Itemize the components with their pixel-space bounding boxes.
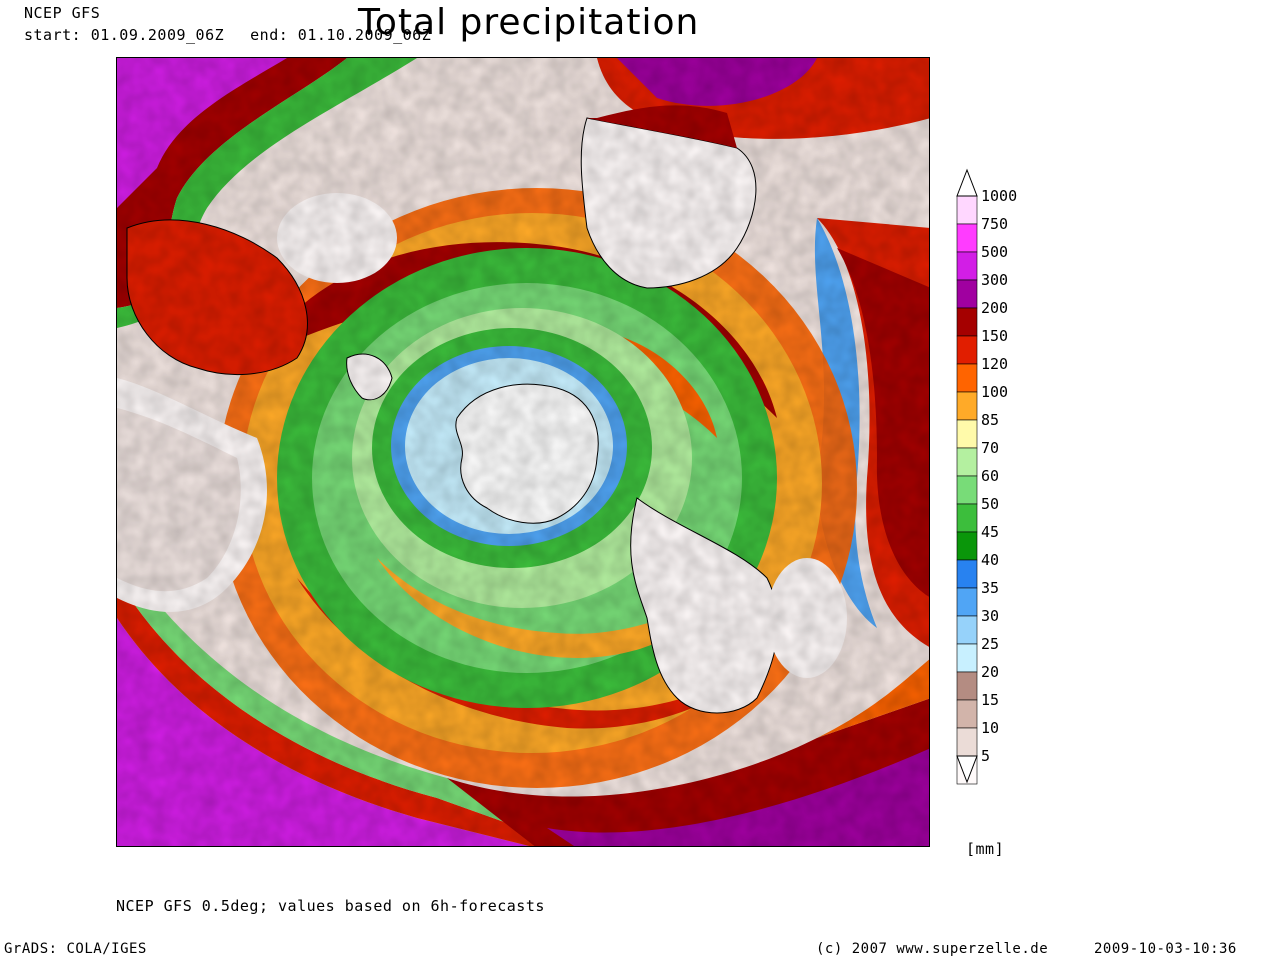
legend-label: 85	[981, 411, 1000, 429]
legend-label: 200	[981, 299, 1009, 317]
legend-swatch-18	[956, 699, 978, 729]
legend-label: 150	[981, 327, 1009, 345]
legend-label: 30	[981, 607, 1000, 625]
legend-label: 10	[981, 719, 1000, 737]
map-title: Total precipitation	[358, 2, 700, 43]
legend-label: 70	[981, 439, 1000, 457]
legend-swatch-10	[956, 475, 978, 505]
legend-swatch-12	[956, 531, 978, 561]
legend-colorbar	[956, 168, 978, 785]
timestamp: 2009-10-03-10:36	[1094, 941, 1237, 957]
legend-swatch-5	[956, 335, 978, 365]
legend-swatch-16	[956, 643, 978, 673]
legend-label: 300	[981, 271, 1009, 289]
legend-swatch-8	[956, 419, 978, 449]
legend-label: 100	[981, 383, 1009, 401]
legend-swatch-17	[956, 671, 978, 701]
legend-swatch-11	[956, 503, 978, 533]
legend-swatch-14	[956, 587, 978, 617]
legend-label: 1000	[981, 187, 1018, 205]
legend-bottom-arrow	[956, 755, 978, 784]
legend-swatch-4	[956, 307, 978, 337]
legend-swatch-13	[956, 559, 978, 589]
legend-label: 25	[981, 635, 1000, 653]
unit-label: [mm]	[966, 840, 1005, 858]
legend-swatch-7	[956, 391, 978, 421]
legend-label: 60	[981, 467, 1000, 485]
legend-label: 5	[981, 747, 991, 765]
legend-label: 50	[981, 495, 1000, 513]
legend-swatch-3	[956, 279, 978, 309]
legend-top-arrow	[956, 168, 978, 197]
legend-label: 45	[981, 523, 1000, 541]
legend-swatch-1	[956, 223, 978, 253]
legend-label: 40	[981, 551, 1000, 569]
legend-swatch-6	[956, 363, 978, 393]
precipitation-field	[117, 58, 929, 846]
legend-swatch-19	[956, 727, 978, 757]
legend-label: 750	[981, 215, 1009, 233]
legend-swatch-9	[956, 447, 978, 477]
period-start: start: 01.09.2009_06Z	[24, 26, 225, 44]
software-credit: GrADS: COLA/IGES	[4, 941, 147, 957]
legend-swatch-15	[956, 615, 978, 645]
period-end: end: 01.10.2009_06Z	[250, 26, 432, 44]
legend-label: 20	[981, 663, 1000, 681]
source-note: NCEP GFS 0.5deg; values based on 6h-fore…	[116, 897, 545, 915]
legend-label: 15	[981, 691, 1000, 709]
precipitation-legend: 1000 750 500 300 200 150 120 100 85 70 60 50 45 40 35 3…	[955, 168, 1035, 788]
legend-label: 500	[981, 243, 1009, 261]
legend-swatch-2	[956, 251, 978, 281]
legend-swatch-0	[956, 195, 978, 225]
legend-label: 35	[981, 579, 1000, 597]
precipitation-map	[116, 57, 930, 847]
forecast-period: start: 01.09.2009_06Z end: 01.10.2009_06Z	[24, 26, 431, 44]
legend-label: 120	[981, 355, 1009, 373]
model-label: NCEP GFS	[24, 4, 101, 22]
copyright: (c) 2007 www.superzelle.de	[816, 941, 1049, 957]
